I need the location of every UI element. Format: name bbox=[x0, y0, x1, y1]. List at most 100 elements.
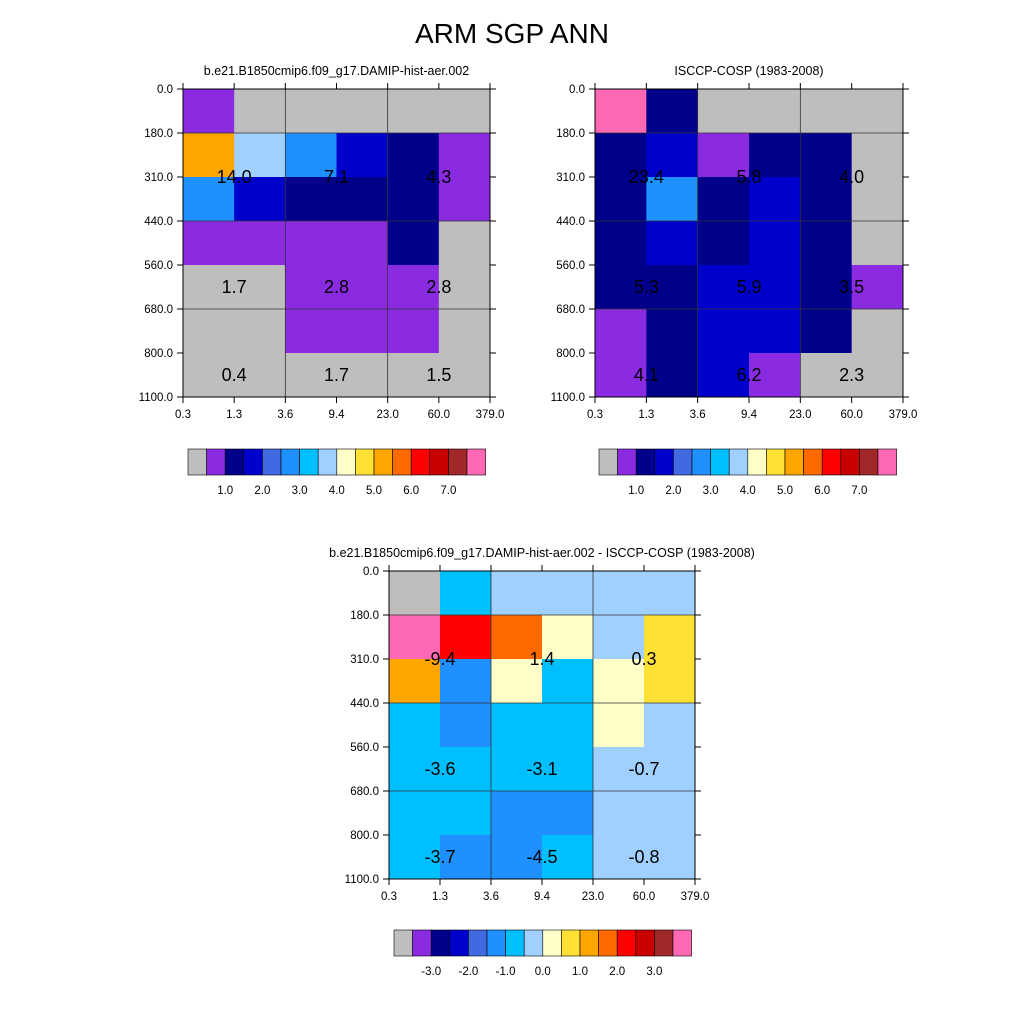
heatmap-cell bbox=[387, 133, 440, 178]
colorbar-swatch bbox=[505, 929, 525, 957]
heatmap-cell bbox=[234, 309, 286, 354]
cell-value-label: 0.4 bbox=[222, 365, 247, 385]
heatmap-cell bbox=[387, 221, 440, 266]
heatmap-cell bbox=[491, 703, 543, 748]
y-tick-label: 440.0 bbox=[350, 698, 379, 710]
heatmap-cell bbox=[387, 309, 440, 354]
heatmap-cell bbox=[389, 703, 441, 748]
cell-value-label: 1.5 bbox=[426, 365, 451, 385]
panel-1: b.e21.B1850cmip6.f09_g17.DAMIP-hist-aer.… bbox=[139, 64, 505, 497]
colorbar-swatch bbox=[654, 448, 674, 476]
heatmap-cell bbox=[595, 89, 647, 134]
heatmap-cell bbox=[387, 353, 440, 398]
heatmap-cell bbox=[595, 177, 647, 222]
heatmap-cell bbox=[285, 353, 337, 398]
heatmap-cell bbox=[389, 791, 441, 836]
heatmap-cell bbox=[646, 265, 699, 310]
heatmap-cell bbox=[542, 571, 594, 616]
heatmap-cell bbox=[387, 177, 440, 222]
heatmap-cell bbox=[800, 353, 853, 398]
colorbar-swatch bbox=[466, 448, 486, 476]
colorbar-swatch bbox=[728, 448, 749, 476]
heatmap-cell bbox=[697, 309, 750, 354]
y-tick-label: 310.0 bbox=[350, 654, 379, 666]
heatmap-cell bbox=[183, 353, 235, 398]
heatmap-cell bbox=[336, 177, 389, 222]
colorbar-swatch bbox=[710, 448, 730, 476]
colorbar-swatch bbox=[859, 448, 879, 476]
heatmap-cell bbox=[749, 265, 801, 310]
colorbar-swatch bbox=[617, 448, 637, 476]
heatmap-cell bbox=[183, 265, 235, 310]
heatmap-cell bbox=[646, 177, 699, 222]
colorbar-swatch bbox=[766, 448, 786, 476]
x-tick-label: 60.0 bbox=[633, 891, 655, 903]
colorbar-swatch bbox=[523, 929, 544, 957]
heatmap-cell bbox=[336, 309, 389, 354]
heatmap-cell bbox=[646, 309, 699, 354]
panel-title: b.e21.B1850cmip6.f09_g17.DAMIP-hist-aer.… bbox=[204, 64, 469, 78]
heatmap-cell bbox=[336, 133, 389, 178]
cell-value-label: 1.7 bbox=[222, 277, 247, 297]
cell-value-label: 1.4 bbox=[529, 649, 554, 669]
heatmap-cell bbox=[542, 747, 594, 792]
colorbar-swatch bbox=[803, 448, 823, 476]
colorbar-label: -3.0 bbox=[421, 966, 441, 978]
colorbar-swatch bbox=[429, 448, 449, 476]
heatmap-cell bbox=[593, 703, 645, 748]
colorbar-swatch bbox=[355, 448, 375, 476]
heatmap-cell bbox=[438, 353, 491, 398]
heatmap-cell bbox=[595, 353, 647, 398]
heatmap-cell bbox=[697, 133, 750, 178]
heatmap-cell bbox=[800, 309, 853, 354]
colorbar-swatch bbox=[486, 929, 506, 957]
x-tick-label: 379.0 bbox=[889, 409, 918, 421]
x-tick-label: 9.4 bbox=[741, 409, 758, 421]
y-tick-label: 800.0 bbox=[144, 348, 173, 360]
colorbar-swatch bbox=[468, 929, 488, 957]
colorbar-swatch bbox=[598, 448, 618, 476]
heatmap-cell bbox=[389, 747, 441, 792]
heatmap-cell bbox=[697, 353, 750, 398]
heatmap-cell bbox=[440, 659, 492, 704]
cell-value-label: 3.5 bbox=[839, 277, 864, 297]
heatmap-cell bbox=[749, 309, 801, 354]
heatmap-cell bbox=[491, 659, 543, 704]
y-tick-label: 0.0 bbox=[569, 84, 585, 96]
colorbar-swatch bbox=[299, 448, 319, 476]
colorbar-label: 1.0 bbox=[217, 485, 233, 497]
x-tick-label: 1.3 bbox=[226, 409, 242, 421]
x-tick-label: 60.0 bbox=[428, 409, 450, 421]
colorbar-label: 1.0 bbox=[572, 966, 588, 978]
colorbar-swatch bbox=[430, 929, 451, 957]
heatmap-cell bbox=[593, 615, 645, 660]
heatmap-cell bbox=[644, 835, 696, 880]
colorbar-label: 2.0 bbox=[254, 485, 270, 497]
heatmap-cell bbox=[542, 659, 594, 704]
heatmap-cell bbox=[285, 221, 337, 266]
cell-value-label: 1.7 bbox=[324, 365, 349, 385]
colorbar-swatch bbox=[635, 448, 656, 476]
panel-title: ISCCP-COSP (1983-2008) bbox=[674, 64, 823, 78]
y-tick-label: 800.0 bbox=[350, 830, 379, 842]
heatmap-cell bbox=[595, 265, 647, 310]
heatmap-cell bbox=[644, 791, 696, 836]
y-tick-label: 310.0 bbox=[144, 172, 173, 184]
heatmap-cell bbox=[644, 571, 696, 616]
heatmap-cell bbox=[438, 309, 491, 354]
cell-value-label: -3.6 bbox=[424, 759, 455, 779]
colorbar-swatch bbox=[784, 448, 804, 476]
colorbar-label: 4.0 bbox=[329, 485, 345, 497]
y-tick-label: 0.0 bbox=[363, 566, 379, 578]
heatmap-cell bbox=[800, 89, 853, 134]
colorbar-swatch bbox=[392, 448, 412, 476]
colorbar-swatch bbox=[821, 448, 842, 476]
figure-title: ARM SGP ANN bbox=[415, 18, 609, 49]
heatmap-cell bbox=[595, 133, 647, 178]
heatmap-cell bbox=[595, 309, 647, 354]
heatmap-cell bbox=[491, 835, 543, 880]
x-tick-label: 9.4 bbox=[329, 409, 346, 421]
cell-value-label: 5.9 bbox=[736, 277, 761, 297]
colorbar-swatch bbox=[448, 448, 468, 476]
heatmap-cell bbox=[438, 89, 491, 134]
